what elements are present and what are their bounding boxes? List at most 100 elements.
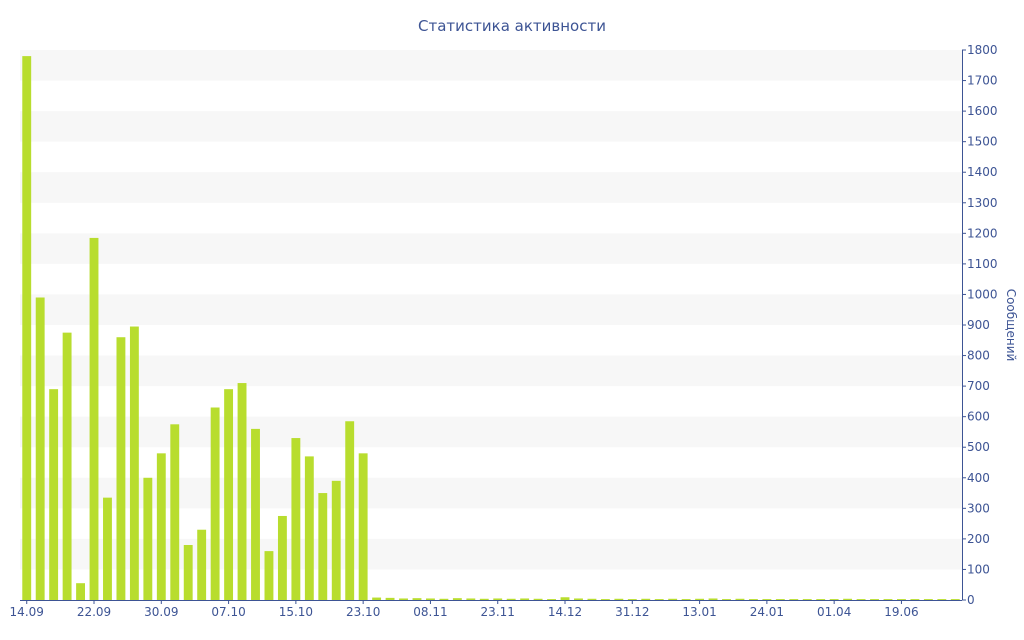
bar (62, 332, 72, 600)
bar (843, 598, 853, 600)
bar (802, 599, 812, 600)
bar (641, 598, 651, 600)
bar (897, 599, 906, 600)
bar (89, 237, 99, 600)
bar (291, 438, 301, 600)
grid-bands (20, 50, 962, 570)
y-tick-label: 600 (967, 410, 990, 424)
bar (116, 337, 126, 600)
y-tick-label: 500 (967, 440, 990, 454)
y-tick-label: 300 (967, 501, 990, 515)
bar (345, 421, 355, 600)
bar (789, 599, 799, 600)
bar (183, 545, 193, 600)
x-tick-label: 14.12 (548, 605, 582, 619)
bar (277, 515, 287, 600)
y-tick-label: 1300 (967, 196, 998, 210)
bar (439, 598, 449, 600)
bar (452, 598, 462, 600)
bar (627, 599, 637, 600)
bar (156, 453, 166, 600)
bar (385, 597, 395, 600)
bar (587, 598, 597, 600)
x-tick-label: 08.11 (413, 605, 447, 619)
bar (493, 598, 503, 600)
bar (129, 326, 139, 600)
bar (372, 597, 382, 600)
x-ticks-group: 14.09 22.09 30.09 07.10 15.10 23.10 08.11 23.11… (10, 600, 919, 619)
bar (197, 529, 207, 600)
chart-title: Статистика активности (418, 17, 606, 35)
x-tick-label: 01.04 (817, 605, 851, 619)
bar (708, 598, 718, 600)
bar (264, 551, 274, 600)
bar (654, 599, 664, 600)
x-tick-label: 22.09 (77, 605, 111, 619)
y-axis-label: Сообщений (1004, 289, 1018, 362)
bar (466, 598, 476, 600)
y-tick-label: 1400 (967, 165, 998, 179)
y-tick-label: 1100 (967, 257, 998, 271)
x-tick-label: 14.09 (10, 605, 44, 619)
bar (533, 598, 543, 600)
bar (816, 599, 826, 600)
y-tick-label: 1500 (967, 135, 998, 149)
bar (547, 599, 556, 600)
bar (950, 599, 960, 600)
bar (883, 599, 893, 600)
bar (479, 598, 489, 600)
bar (358, 453, 368, 600)
bar (775, 599, 785, 600)
bar (668, 598, 678, 600)
bar (103, 497, 112, 600)
y-tick-label: 400 (967, 471, 990, 485)
x-tick-label: 15.10 (279, 605, 313, 619)
bar (856, 599, 866, 600)
bar (574, 598, 583, 600)
bar (560, 597, 570, 600)
grid-band (20, 233, 962, 264)
grid-band (20, 111, 962, 142)
y-tick-label: 1200 (967, 226, 998, 240)
x-tick-label: 13.01 (682, 605, 716, 619)
x-tick-label: 19.06 (884, 605, 918, 619)
bar (506, 598, 516, 600)
bar (210, 407, 220, 600)
y-ticks-group: 0 100 200 300 400 500 600 700 800 900 1000 1100 1200… (962, 43, 998, 607)
x-tick-label: 24.01 (750, 605, 784, 619)
bar (923, 599, 933, 600)
bar (251, 428, 260, 600)
x-tick-label: 07.10 (211, 605, 245, 619)
grid-band (20, 294, 962, 325)
y-tick-label: 700 (967, 379, 990, 393)
y-tick-label: 1700 (967, 74, 998, 88)
bar (614, 598, 624, 600)
y-tick-label: 0 (967, 593, 975, 607)
grid-band (20, 50, 962, 81)
x-tick-label: 23.11 (481, 605, 515, 619)
bar (331, 480, 341, 600)
bar (910, 599, 920, 600)
y-tick-label: 1600 (967, 104, 998, 118)
grid-band (20, 355, 962, 387)
grid-band (20, 172, 962, 203)
x-tick-label: 23.10 (346, 605, 380, 619)
bar (829, 599, 839, 600)
bar (735, 598, 745, 600)
bar (762, 599, 772, 600)
y-tick-label: 100 (967, 562, 990, 576)
bar (237, 383, 247, 600)
y-tick-label: 900 (967, 318, 990, 332)
bar (681, 599, 691, 600)
bar (304, 456, 314, 600)
bar (937, 599, 947, 600)
bar (520, 598, 530, 600)
bar (318, 493, 328, 600)
bar (49, 389, 59, 600)
y-tick-label: 1000 (967, 287, 998, 301)
bar (224, 389, 234, 600)
bar (870, 599, 879, 600)
bar (35, 297, 45, 600)
